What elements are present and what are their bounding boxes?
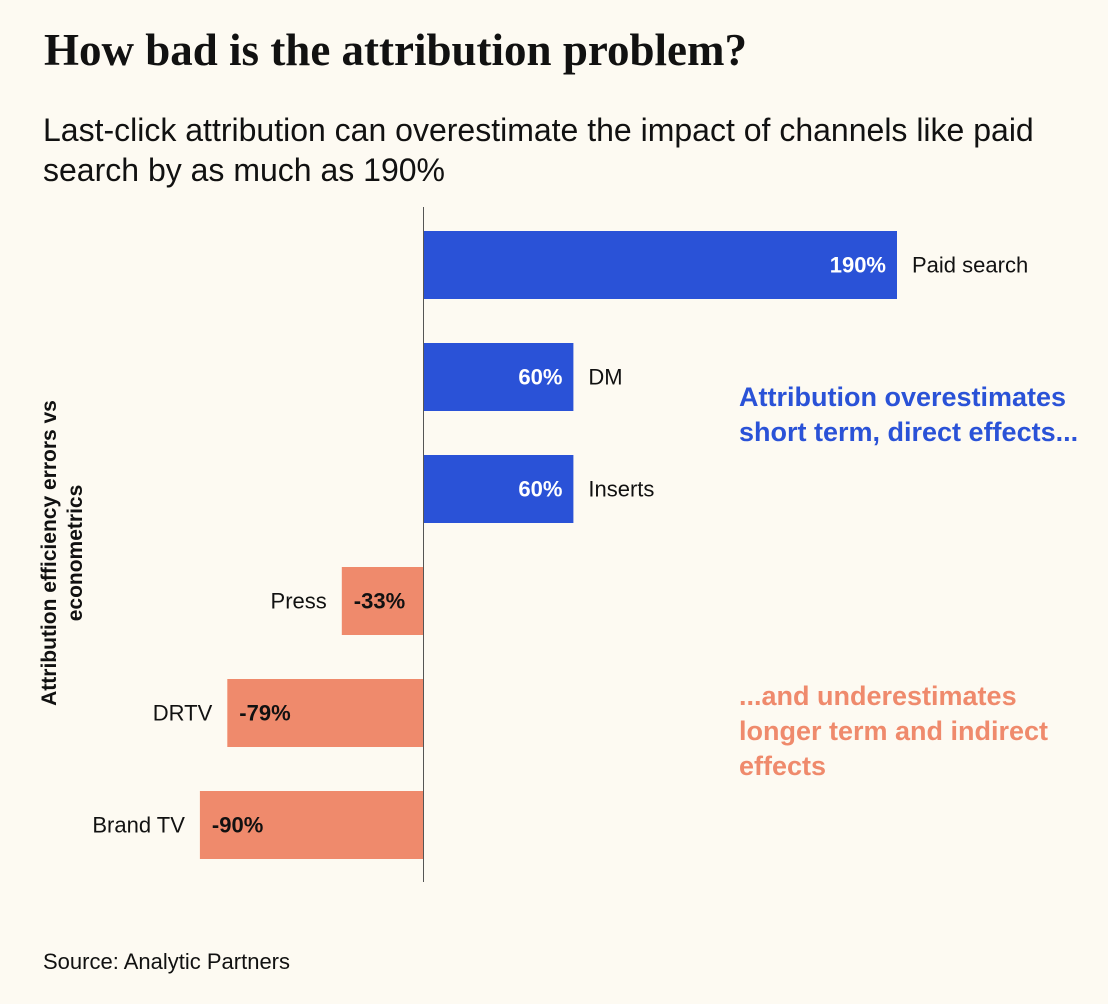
bar-drtv bbox=[227, 679, 424, 747]
value-label-inserts: 60% bbox=[518, 477, 562, 502]
bar-paid-search bbox=[424, 231, 897, 299]
chart-subtitle: Last-click attribution can overestimate … bbox=[43, 112, 1034, 188]
category-label-dm: DM bbox=[588, 365, 622, 390]
category-label-paid-search: Paid search bbox=[912, 253, 1028, 278]
annotation-underestimates: ...and underestimates longer term and in… bbox=[739, 681, 1049, 781]
value-label-drtv: -79% bbox=[239, 701, 290, 726]
category-label-inserts: Inserts bbox=[588, 477, 654, 502]
value-label-paid-search: 190% bbox=[830, 253, 886, 278]
source-note: Source: Analytic Partners bbox=[43, 949, 291, 974]
chart-title: How bad is the attribution problem? bbox=[44, 25, 747, 75]
category-label-drtv: DRTV bbox=[153, 701, 213, 726]
value-label-press: -33% bbox=[354, 589, 405, 614]
annotation-overestimates: Attribution overestimates short term, di… bbox=[739, 382, 1079, 447]
value-label-brand-tv: -90% bbox=[212, 813, 263, 838]
bars-group: 190% Paid search 60% DM 60% Inserts -33% Press -… bbox=[92, 231, 1028, 859]
value-label-dm: 60% bbox=[518, 365, 562, 390]
bar-dm bbox=[424, 343, 574, 411]
bar-press bbox=[341, 567, 424, 635]
bar-brand-tv bbox=[199, 791, 424, 859]
category-label-brand-tv: Brand TV bbox=[92, 813, 185, 838]
category-label-press: Press bbox=[271, 589, 327, 614]
bar-inserts bbox=[424, 455, 574, 523]
